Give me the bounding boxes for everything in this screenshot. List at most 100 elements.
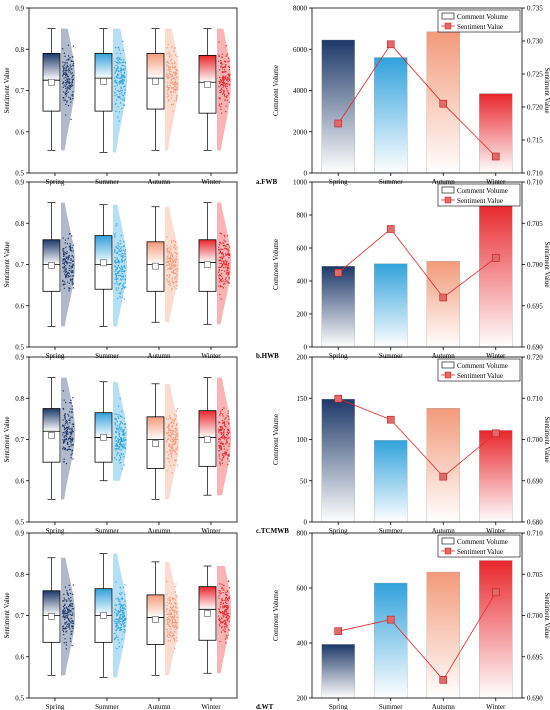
data-point (221, 627, 223, 629)
data-point (67, 237, 69, 240)
data-point (227, 280, 229, 283)
data-point (124, 426, 126, 428)
data-point (121, 296, 123, 298)
data-point (175, 69, 177, 71)
data-point (68, 611, 70, 613)
y-tick-label: 600 (297, 245, 308, 253)
data-point (218, 617, 221, 619)
data-point (218, 274, 220, 276)
data-point (72, 408, 74, 410)
data-point (167, 632, 169, 634)
data-point (223, 445, 225, 447)
data-point (67, 87, 69, 89)
mean-marker (152, 78, 159, 85)
data-point (170, 613, 172, 615)
data-point (120, 449, 122, 451)
sentiment-marker (386, 615, 395, 624)
data-point (65, 648, 67, 650)
data-point (172, 622, 174, 624)
data-point (170, 439, 172, 442)
data-point (174, 459, 176, 461)
bar-comment-volume (426, 407, 460, 523)
data-point (227, 244, 229, 246)
data-point (116, 425, 118, 427)
data-point (114, 72, 116, 74)
data-point (223, 262, 225, 264)
data-point (171, 433, 173, 435)
data-point (62, 448, 64, 450)
data-point (226, 267, 229, 270)
data-point (114, 234, 116, 236)
data-point (118, 284, 120, 286)
data-point (226, 617, 228, 619)
data-point (65, 256, 67, 258)
y2-tick-label: 0.715 (527, 137, 543, 145)
y-tick-label: 0.7 (15, 612, 24, 620)
data-point (219, 612, 222, 614)
data-point (71, 453, 73, 455)
data-point (120, 62, 122, 64)
data-point (218, 597, 220, 599)
data-point (63, 600, 65, 602)
data-point (117, 95, 119, 98)
data-point (172, 624, 174, 626)
data-point (122, 76, 125, 78)
y-tick-label: 0.6 (15, 653, 24, 661)
data-point (168, 461, 170, 463)
data-point (68, 618, 70, 620)
data-point (175, 285, 178, 287)
data-point (122, 246, 125, 248)
data-point (116, 81, 118, 83)
box (198, 410, 217, 467)
data-point (171, 615, 173, 618)
data-point (227, 415, 230, 417)
data-point (220, 262, 222, 264)
data-point (72, 622, 74, 624)
data-point (124, 267, 126, 269)
data-point (173, 624, 175, 626)
data-point (227, 81, 229, 83)
box-upper (147, 594, 164, 618)
data-point (224, 247, 226, 250)
data-point (175, 613, 177, 615)
data-point (222, 613, 224, 615)
data-point (223, 239, 225, 241)
data-point (226, 603, 228, 605)
data-point (225, 608, 227, 611)
data-point (228, 445, 230, 447)
data-point (219, 426, 221, 428)
data-point (68, 605, 70, 607)
data-point (115, 635, 117, 637)
data-point (224, 628, 226, 630)
data-point (219, 90, 221, 92)
data-point (69, 638, 72, 640)
data-point (122, 611, 124, 614)
data-point (70, 275, 72, 277)
data-point (119, 603, 121, 605)
data-point (220, 106, 222, 108)
data-point (218, 55, 220, 57)
data-point (223, 436, 225, 438)
legend-marker-swatch (444, 22, 452, 30)
data-point (66, 625, 68, 627)
data-point (175, 603, 177, 605)
data-point (173, 83, 175, 85)
data-point (118, 627, 120, 629)
data-point (172, 609, 174, 611)
data-point (223, 92, 225, 94)
data-point (176, 432, 178, 434)
data-point (116, 274, 118, 276)
data-point (118, 433, 120, 435)
data-point (118, 426, 120, 428)
data-point (166, 613, 168, 615)
data-point (221, 611, 224, 613)
data-point (221, 258, 223, 260)
data-point (224, 452, 226, 454)
data-point (114, 67, 116, 69)
data-point (223, 79, 225, 81)
y-tick-label: 400 (297, 640, 308, 648)
data-point (174, 451, 176, 453)
data-point (227, 634, 229, 636)
data-point (62, 610, 64, 612)
data-point (175, 628, 177, 630)
